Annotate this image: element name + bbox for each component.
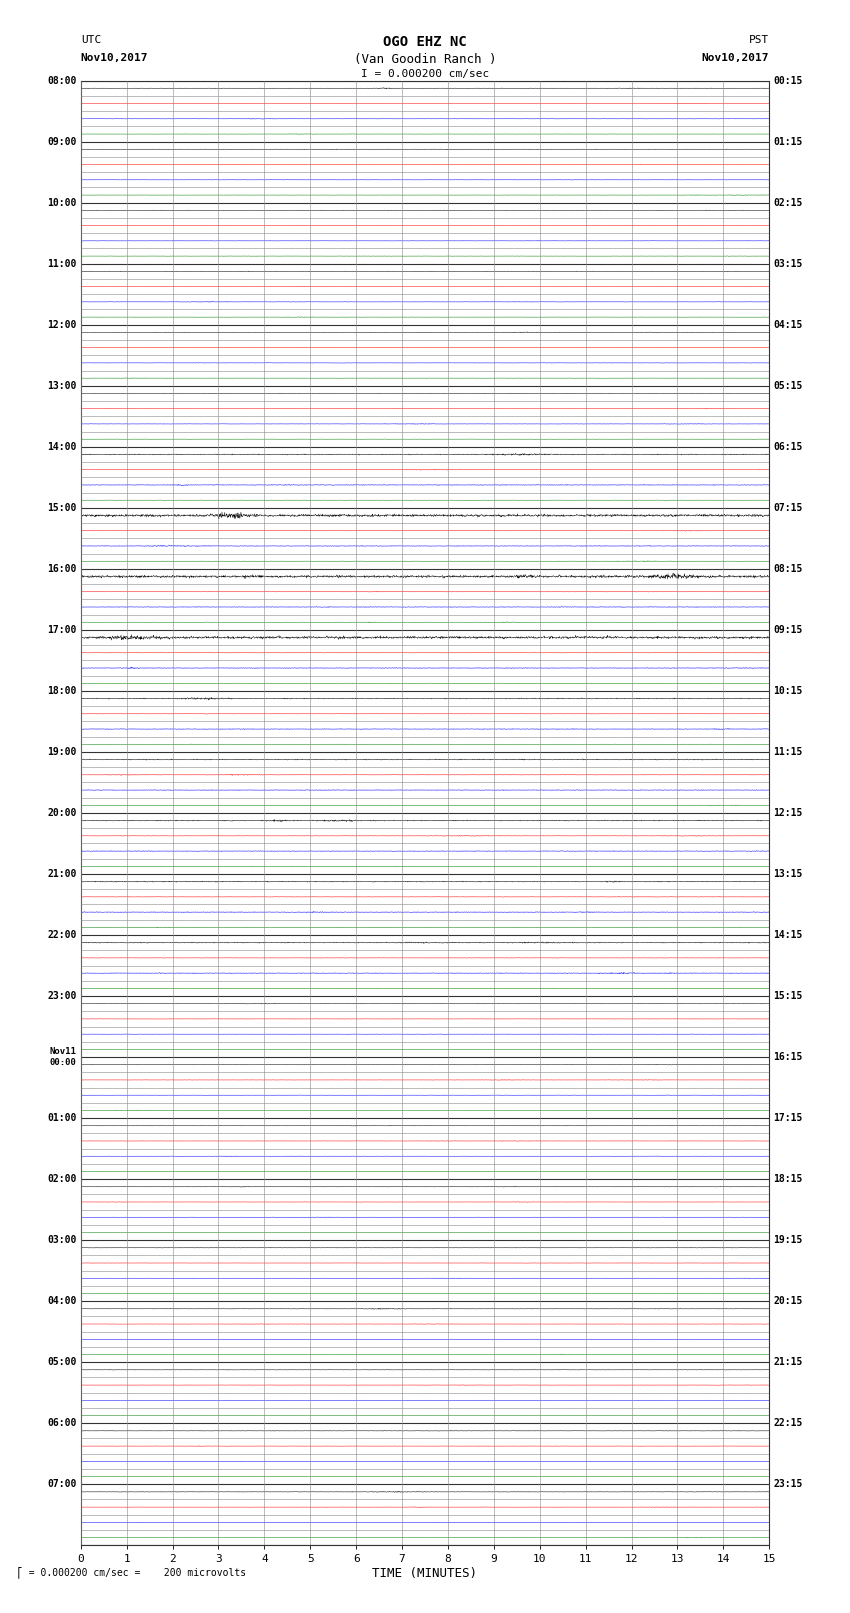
Text: 04:00: 04:00: [47, 1297, 76, 1307]
Text: 10:15: 10:15: [774, 686, 803, 695]
Text: 06:15: 06:15: [774, 442, 803, 452]
Text: 21:00: 21:00: [47, 869, 76, 879]
Text: 07:15: 07:15: [774, 503, 803, 513]
Text: 07:00: 07:00: [47, 1479, 76, 1489]
Text: Nov10,2017: Nov10,2017: [702, 53, 769, 63]
Text: 14:00: 14:00: [47, 442, 76, 452]
Text: 01:00: 01:00: [47, 1113, 76, 1123]
Text: 14:15: 14:15: [774, 931, 803, 940]
Text: 19:15: 19:15: [774, 1236, 803, 1245]
Text: 09:15: 09:15: [774, 624, 803, 636]
Text: 08:00: 08:00: [47, 76, 76, 85]
Text: 21:15: 21:15: [774, 1357, 803, 1368]
Text: 22:15: 22:15: [774, 1418, 803, 1428]
Text: 18:00: 18:00: [47, 686, 76, 695]
Text: Nov10,2017: Nov10,2017: [81, 53, 148, 63]
Text: 00:15: 00:15: [774, 76, 803, 85]
Text: 03:00: 03:00: [47, 1236, 76, 1245]
Text: 16:00: 16:00: [47, 565, 76, 574]
Text: 15:15: 15:15: [774, 990, 803, 1002]
Text: 04:15: 04:15: [774, 319, 803, 329]
Text: 12:00: 12:00: [47, 319, 76, 329]
Text: 20:00: 20:00: [47, 808, 76, 818]
Text: 17:15: 17:15: [774, 1113, 803, 1123]
X-axis label: TIME (MINUTES): TIME (MINUTES): [372, 1568, 478, 1581]
Text: UTC: UTC: [81, 35, 101, 45]
Text: 11:00: 11:00: [47, 258, 76, 269]
Text: 16:15: 16:15: [774, 1052, 803, 1061]
Text: Nov11
00:00: Nov11 00:00: [49, 1047, 76, 1066]
Text: 23:00: 23:00: [47, 990, 76, 1002]
Text: OGO EHZ NC: OGO EHZ NC: [383, 35, 467, 50]
Text: 06:00: 06:00: [47, 1418, 76, 1428]
Text: 01:15: 01:15: [774, 137, 803, 147]
Text: 17:00: 17:00: [47, 624, 76, 636]
Text: PST: PST: [749, 35, 769, 45]
Text: 05:15: 05:15: [774, 381, 803, 390]
Text: 02:00: 02:00: [47, 1174, 76, 1184]
Text: I = 0.000200 cm/sec: I = 0.000200 cm/sec: [361, 69, 489, 79]
Text: 22:00: 22:00: [47, 931, 76, 940]
Text: (Van Goodin Ranch ): (Van Goodin Ranch ): [354, 53, 496, 66]
Text: 05:00: 05:00: [47, 1357, 76, 1368]
Text: 18:15: 18:15: [774, 1174, 803, 1184]
Text: 03:15: 03:15: [774, 258, 803, 269]
Text: 08:15: 08:15: [774, 565, 803, 574]
Text: 19:00: 19:00: [47, 747, 76, 756]
Text: 13:00: 13:00: [47, 381, 76, 390]
Text: ⎡ = 0.000200 cm/sec =    200 microvolts: ⎡ = 0.000200 cm/sec = 200 microvolts: [17, 1566, 246, 1578]
Text: 10:00: 10:00: [47, 198, 76, 208]
Text: 11:15: 11:15: [774, 747, 803, 756]
Text: 12:15: 12:15: [774, 808, 803, 818]
Text: 23:15: 23:15: [774, 1479, 803, 1489]
Text: 20:15: 20:15: [774, 1297, 803, 1307]
Text: 13:15: 13:15: [774, 869, 803, 879]
Text: 09:00: 09:00: [47, 137, 76, 147]
Text: 02:15: 02:15: [774, 198, 803, 208]
Text: 15:00: 15:00: [47, 503, 76, 513]
